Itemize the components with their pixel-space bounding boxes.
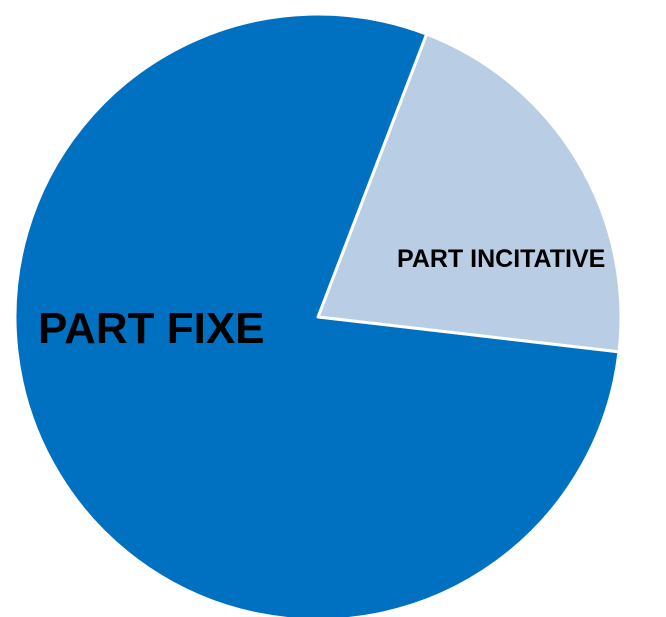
slice-label-part-incitative: PART INCITATIVE [397, 245, 605, 273]
slice-label-part-fixe: PART FIXE [38, 304, 265, 353]
pie-slices [13, 12, 623, 617]
pie-slice-part-incitative [316, 32, 623, 354]
pie-slice-part-fixe [13, 12, 621, 617]
